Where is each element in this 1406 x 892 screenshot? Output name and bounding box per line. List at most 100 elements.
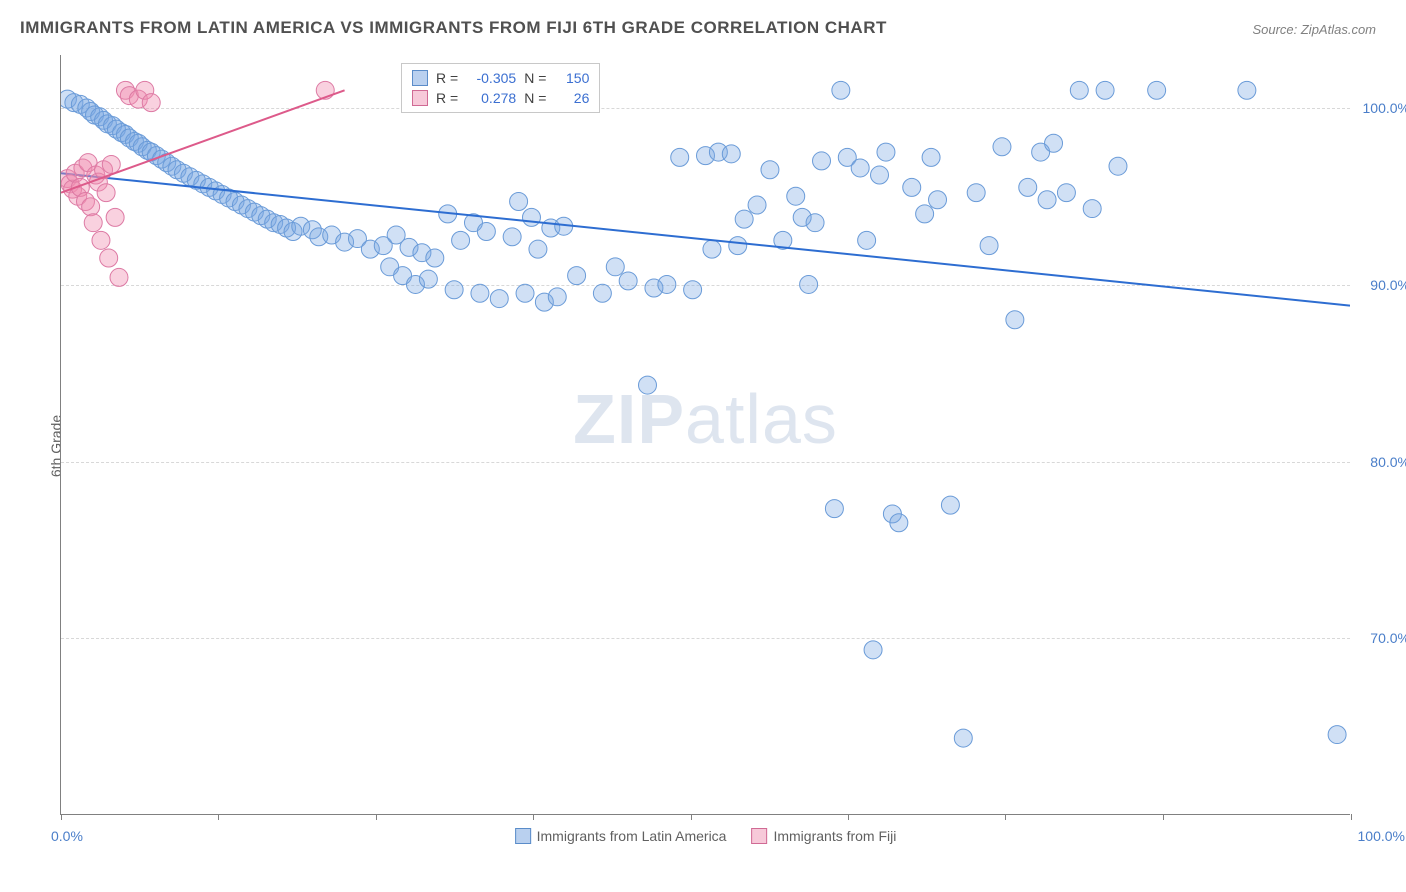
x-axis-min-label: 0.0% — [51, 828, 83, 844]
data-point — [548, 288, 566, 306]
data-point — [761, 161, 779, 179]
data-point — [639, 376, 657, 394]
data-point — [445, 281, 463, 299]
data-point — [922, 148, 940, 166]
data-point — [929, 191, 947, 209]
r-label: R = — [436, 90, 458, 106]
legend-item-fiji: Immigrants from Fiji — [751, 828, 896, 844]
data-point — [419, 270, 437, 288]
data-point — [722, 145, 740, 163]
data-point — [1238, 81, 1256, 99]
data-point — [954, 729, 972, 747]
data-point — [1328, 726, 1346, 744]
data-point — [871, 166, 889, 184]
swatch-blue-icon — [515, 828, 531, 844]
data-point — [110, 268, 128, 286]
data-point — [813, 152, 831, 170]
data-point — [684, 281, 702, 299]
swatch-pink-icon — [751, 828, 767, 844]
y-tick-label: 90.0% — [1355, 277, 1406, 293]
data-point — [593, 284, 611, 302]
data-point — [864, 641, 882, 659]
n-label: N = — [524, 70, 546, 86]
data-point — [503, 228, 521, 246]
chart-svg — [61, 55, 1350, 814]
data-point — [92, 231, 110, 249]
data-point — [980, 237, 998, 255]
y-tick-label: 70.0% — [1355, 630, 1406, 646]
data-point — [735, 210, 753, 228]
data-point — [452, 231, 470, 249]
data-point — [1057, 184, 1075, 202]
data-point — [993, 138, 1011, 156]
regression-line — [61, 173, 1350, 305]
data-point — [516, 284, 534, 302]
data-point — [1109, 157, 1127, 175]
n-value-latin: 150 — [554, 70, 589, 86]
stats-row-latin: R = -0.305 N = 150 — [412, 68, 589, 88]
x-tick — [218, 814, 219, 820]
r-label: R = — [436, 70, 458, 86]
y-tick-label: 80.0% — [1355, 454, 1406, 470]
data-point — [97, 184, 115, 202]
data-point — [1083, 200, 1101, 218]
data-point — [825, 500, 843, 518]
y-tick-label: 100.0% — [1355, 100, 1406, 116]
data-point — [490, 290, 508, 308]
x-tick — [533, 814, 534, 820]
data-point — [877, 143, 895, 161]
data-point — [471, 284, 489, 302]
swatch-pink-icon — [412, 90, 428, 106]
r-value-fiji: 0.278 — [466, 90, 516, 106]
data-point — [1148, 81, 1166, 99]
data-point — [916, 205, 934, 223]
x-tick — [848, 814, 849, 820]
n-value-fiji: 26 — [554, 90, 589, 106]
data-point — [851, 159, 869, 177]
data-point — [832, 81, 850, 99]
data-point — [529, 240, 547, 258]
x-tick — [1351, 814, 1352, 820]
data-point — [106, 208, 124, 226]
stats-legend: R = -0.305 N = 150 R = 0.278 N = 26 — [401, 63, 600, 113]
x-tick — [691, 814, 692, 820]
data-point — [658, 275, 676, 293]
data-point — [748, 196, 766, 214]
legend-label-latin: Immigrants from Latin America — [537, 828, 727, 844]
data-point — [941, 496, 959, 514]
data-point — [606, 258, 624, 276]
x-tick — [61, 814, 62, 820]
n-label: N = — [524, 90, 546, 106]
data-point — [522, 208, 540, 226]
data-point — [858, 231, 876, 249]
stats-row-fiji: R = 0.278 N = 26 — [412, 88, 589, 108]
data-point — [1070, 81, 1088, 99]
data-point — [619, 272, 637, 290]
data-point — [703, 240, 721, 258]
data-point — [903, 178, 921, 196]
x-tick — [376, 814, 377, 820]
data-point — [806, 214, 824, 232]
data-point — [142, 94, 160, 112]
r-value-latin: -0.305 — [466, 70, 516, 86]
data-point — [82, 198, 100, 216]
data-point — [800, 275, 818, 293]
data-point — [787, 187, 805, 205]
data-point — [890, 514, 908, 532]
data-point — [729, 237, 747, 255]
x-axis-max-label: 100.0% — [1358, 828, 1405, 844]
data-point — [1006, 311, 1024, 329]
plot-area: ZIPatlas R = -0.305 N = 150 R = 0.278 N … — [60, 55, 1350, 815]
data-point — [102, 155, 120, 173]
data-point — [568, 267, 586, 285]
source-attribution: Source: ZipAtlas.com — [1252, 22, 1376, 37]
data-point — [510, 193, 528, 211]
x-tick — [1163, 814, 1164, 820]
series-legend: Immigrants from Latin America Immigrants… — [515, 828, 897, 844]
x-tick — [1005, 814, 1006, 820]
data-point — [967, 184, 985, 202]
data-point — [1038, 191, 1056, 209]
data-point — [84, 214, 102, 232]
data-point — [1019, 178, 1037, 196]
swatch-blue-icon — [412, 70, 428, 86]
